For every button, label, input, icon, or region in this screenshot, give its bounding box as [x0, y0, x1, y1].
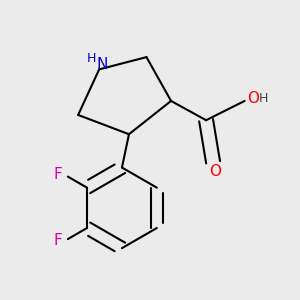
Text: O: O: [248, 91, 260, 106]
Text: H: H: [259, 92, 268, 105]
Text: O: O: [209, 164, 221, 178]
Text: N: N: [96, 57, 108, 72]
Text: F: F: [54, 233, 62, 248]
Text: F: F: [54, 167, 62, 182]
Text: H: H: [87, 52, 96, 65]
